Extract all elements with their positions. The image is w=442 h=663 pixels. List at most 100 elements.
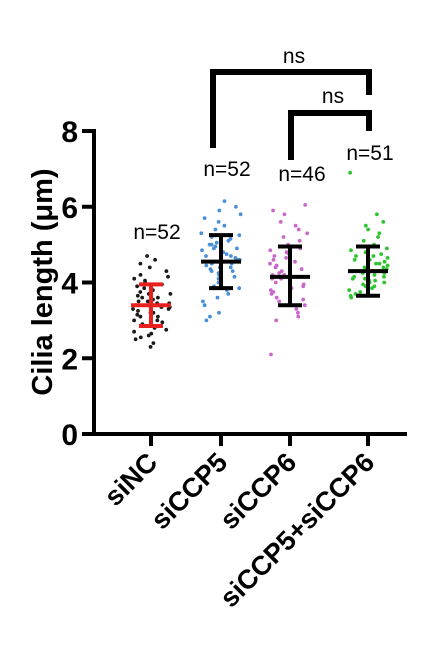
significance-bracket-siccp5-vs-combo [210,69,372,148]
data-point [382,280,387,285]
data-point [156,295,160,300]
data-point [143,278,147,283]
data-point [385,256,390,260]
data-point [379,252,384,256]
data-point [297,238,302,243]
data-point [216,220,221,224]
data-point [385,263,390,268]
data-point [135,293,140,298]
y-axis-label: Cilia length (μm) [27,168,59,395]
data-point [284,256,288,260]
data-point [213,244,218,249]
data-point [349,248,353,253]
y-tick-label: 4 [61,268,78,301]
data-point [228,237,233,241]
data-point [204,263,209,268]
data-point [204,254,208,258]
data-point [202,216,207,221]
data-point [274,263,279,268]
data-point [164,269,169,273]
data-point [352,257,357,262]
y-axis-ticks: 0 2 4 6 8 [61,116,94,452]
n-labels: n=52 n=52 n=46 n=51 [133,142,393,244]
data-point [228,265,233,270]
data-point [352,274,357,279]
data-point [232,274,237,279]
data-point [145,254,150,258]
data-point [148,345,153,349]
data-point [361,238,366,243]
data-point [293,223,298,228]
data-point [347,288,352,292]
data-point [135,312,140,317]
data-point [147,265,152,270]
data-point [358,290,363,294]
data-point [155,318,160,323]
data-point [208,267,213,272]
data-point [133,337,138,342]
n-label-siccp6: n=46 [278,163,325,186]
data-point [166,274,170,279]
data-point [142,286,147,291]
data-point [151,341,156,345]
data-point [385,246,389,251]
data-point [375,212,379,217]
data-point [305,231,310,236]
x-tick-label-sinc: siNC [99,447,164,512]
data-point [235,246,239,251]
data-point [382,274,386,279]
data-point [217,310,221,315]
y-tick-label: 0 [61,419,78,452]
data-point [138,290,143,294]
data-point [363,223,368,228]
significance-brackets: ns ns [210,45,372,160]
data-point [199,231,204,236]
data-point [164,327,169,332]
y-tick-label: 8 [61,116,78,149]
data-point [271,257,276,262]
data-point [138,261,143,266]
data-point [222,199,227,204]
data-point [301,282,306,287]
data-point [214,240,219,245]
data-point [237,233,242,238]
y-tick-label: 6 [61,192,78,225]
significance-label-siccp5-vs-combo: ns [283,45,305,68]
data-point [202,303,207,308]
data-point [136,309,140,313]
data-point [204,318,209,323]
data-point [361,282,365,287]
data-point [226,292,231,296]
data-point [363,276,367,281]
data-point [371,254,376,258]
data-point [138,335,143,340]
data-point [303,203,308,207]
data-point [156,314,160,319]
data-point [354,254,358,258]
data-point [284,250,289,255]
data-point [281,235,286,239]
data-point [374,261,378,266]
data-point [348,170,352,175]
data-point [217,208,222,213]
data-point [269,352,273,357]
data-point [131,307,135,311]
data-point [278,220,283,224]
data-point [373,278,377,283]
data-point [296,310,300,315]
data-point [168,292,173,296]
data-point [237,286,242,291]
x-tick-label-siccp5: siCCP5 [145,447,233,535]
data-point [160,320,165,325]
data-point [224,252,229,256]
data-point [138,273,143,277]
data-point [302,303,307,308]
data-point [372,284,377,289]
data-point [301,297,306,302]
data-point [274,295,279,300]
data-point [201,299,205,304]
significance-label-siccp6-vs-combo: ns [322,85,344,108]
data-point [145,299,150,304]
data-point [274,318,279,323]
